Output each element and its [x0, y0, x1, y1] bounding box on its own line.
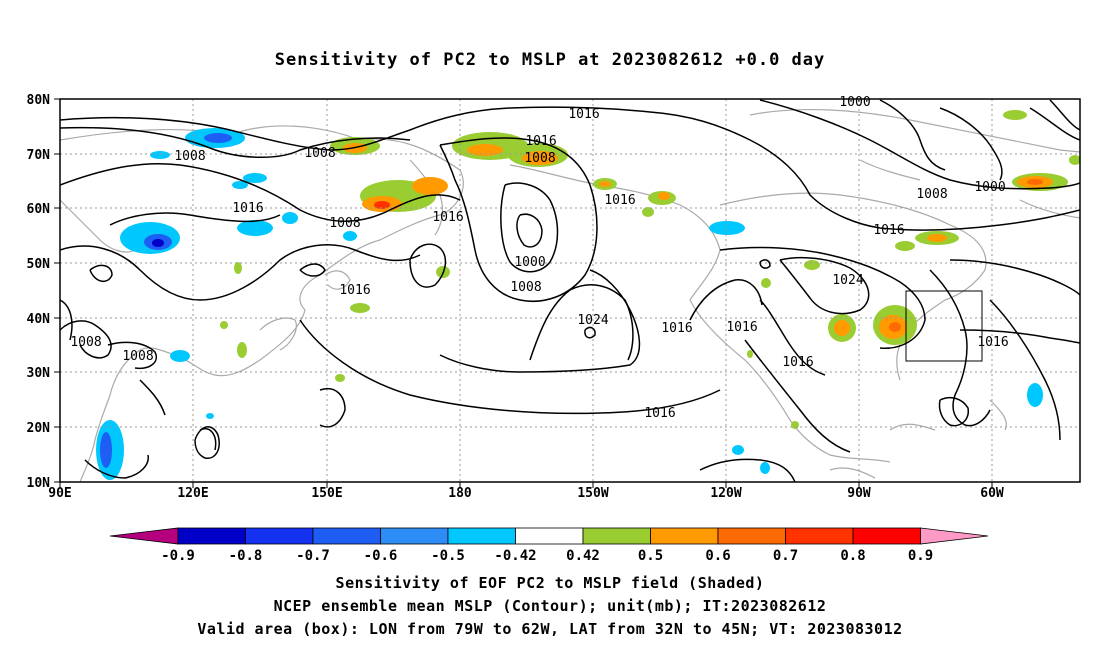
contour-label: 1016: [232, 201, 263, 216]
colorbar-label: -0.9: [161, 548, 195, 564]
mslp-contours: [60, 99, 1080, 482]
lat-tick-label: 50N: [27, 257, 51, 272]
colorbar-cell: [785, 527, 854, 545]
contour-label: 1008: [174, 149, 205, 164]
contour-label: 1016: [873, 223, 904, 238]
contour-label: 1016: [339, 283, 370, 298]
contour-label: 1016: [432, 210, 463, 225]
lon-tick-label: 150E: [311, 486, 342, 501]
contour-label: 1016: [782, 355, 813, 370]
lat-lon-grid: [60, 99, 1080, 482]
lat-tick-label: 40N: [27, 312, 51, 327]
contour-label: 1016: [568, 107, 599, 122]
lon-tick-label: 150W: [577, 486, 608, 501]
lon-tick-label: 120W: [710, 486, 741, 501]
colorbar-label: -0.42: [494, 548, 536, 564]
colorbar-cell: [582, 527, 651, 545]
contour-label: 1016: [604, 193, 635, 208]
colorbar-cell: [177, 527, 246, 545]
colorbar-label: 0.6: [705, 548, 730, 564]
colorbar-label: 0.5: [638, 548, 663, 564]
colorbar-cell: [650, 527, 719, 545]
lat-tick-label: 20N: [27, 421, 51, 436]
contour-label: 1016: [977, 335, 1008, 350]
contour-label: 1000: [974, 180, 1005, 195]
contour-label-layer: 1016 1016 1008 1008 1000 1008 1016 1008 …: [70, 95, 1008, 421]
chart-title: Sensitivity of PC2 to MSLP at 2023082612…: [274, 50, 826, 70]
colorbar-label: -0.5: [431, 548, 465, 564]
lat-tick-label: 80N: [27, 93, 51, 108]
lat-tick-labels: 80N 70N 60N 50N 40N 30N 20N 10N: [27, 93, 51, 491]
lon-tick-label: 90E: [48, 486, 71, 501]
lon-tick-label: 180: [448, 486, 472, 501]
colorbar-label: -0.7: [296, 548, 330, 564]
lon-tick-label: 60W: [980, 486, 1004, 501]
colorbar-label: 0.7: [773, 548, 798, 564]
colorbar-cell: [245, 527, 314, 545]
contour-label: 1008: [524, 151, 555, 166]
contour-label: 1008: [122, 349, 153, 364]
axis-ticks: [54, 98, 993, 488]
colorbar: [109, 527, 989, 545]
contour-label: 1024: [577, 313, 608, 328]
footer-valid-area-caption: Valid area (box): LON from 79W to 62W, L…: [197, 620, 903, 638]
map-frame: [59, 98, 1081, 483]
contour-label: 1016: [661, 321, 692, 336]
colorbar-min-triangle: [109, 527, 179, 545]
contour-label: 1016: [525, 134, 556, 149]
colorbar-cell: [447, 527, 516, 545]
contour-label: 1008: [70, 335, 101, 350]
colorbar-cell: [312, 527, 381, 545]
contour-label: 1008: [329, 216, 360, 231]
contour-label: 1008: [916, 187, 947, 202]
lon-tick-label: 90W: [847, 486, 871, 501]
contour-label: 1008: [510, 280, 541, 295]
lat-tick-label: 60N: [27, 202, 51, 217]
colorbar-label: 0.42: [566, 548, 600, 564]
colorbar-label: 0.8: [840, 548, 865, 564]
colorbar-labels: -0.9 -0.8 -0.7 -0.6 -0.5 -0.42 0.42 0.5 …: [161, 548, 933, 564]
colorbar-cell: [852, 527, 921, 545]
colorbar-cell: [717, 527, 786, 545]
footer-shading-caption: Sensitivity of EOF PC2 to MSLP field (Sh…: [335, 574, 765, 592]
coastlines: [60, 108, 1080, 482]
colorbar-max-triangle: [920, 527, 989, 545]
lat-tick-label: 30N: [27, 366, 51, 381]
lat-tick-label: 10N: [27, 476, 51, 491]
colorbar-cell: [380, 527, 449, 545]
lon-tick-label: 120E: [177, 486, 208, 501]
contour-label: 1016: [644, 406, 675, 421]
contour-label: 1000: [839, 95, 870, 110]
lon-tick-labels: 90E 120E 150E 180 150W 120W 90W 60W: [48, 486, 1004, 501]
valid-area-box: [905, 290, 983, 362]
contour-label: 1024: [832, 273, 863, 288]
sensitivity-shading: [96, 110, 1080, 480]
contour-label: 1008: [304, 146, 335, 161]
contour-label: 1016: [726, 320, 757, 335]
contour-label: 1000: [514, 255, 545, 270]
colorbar-cell: [515, 527, 584, 545]
colorbar-label: -0.6: [364, 548, 398, 564]
colorbar-label: -0.8: [229, 548, 263, 564]
colorbar-label: 0.9: [908, 548, 933, 564]
footer-contour-caption: NCEP ensemble mean MSLP (Contour); unit(…: [273, 597, 827, 615]
lat-tick-label: 70N: [27, 148, 51, 163]
